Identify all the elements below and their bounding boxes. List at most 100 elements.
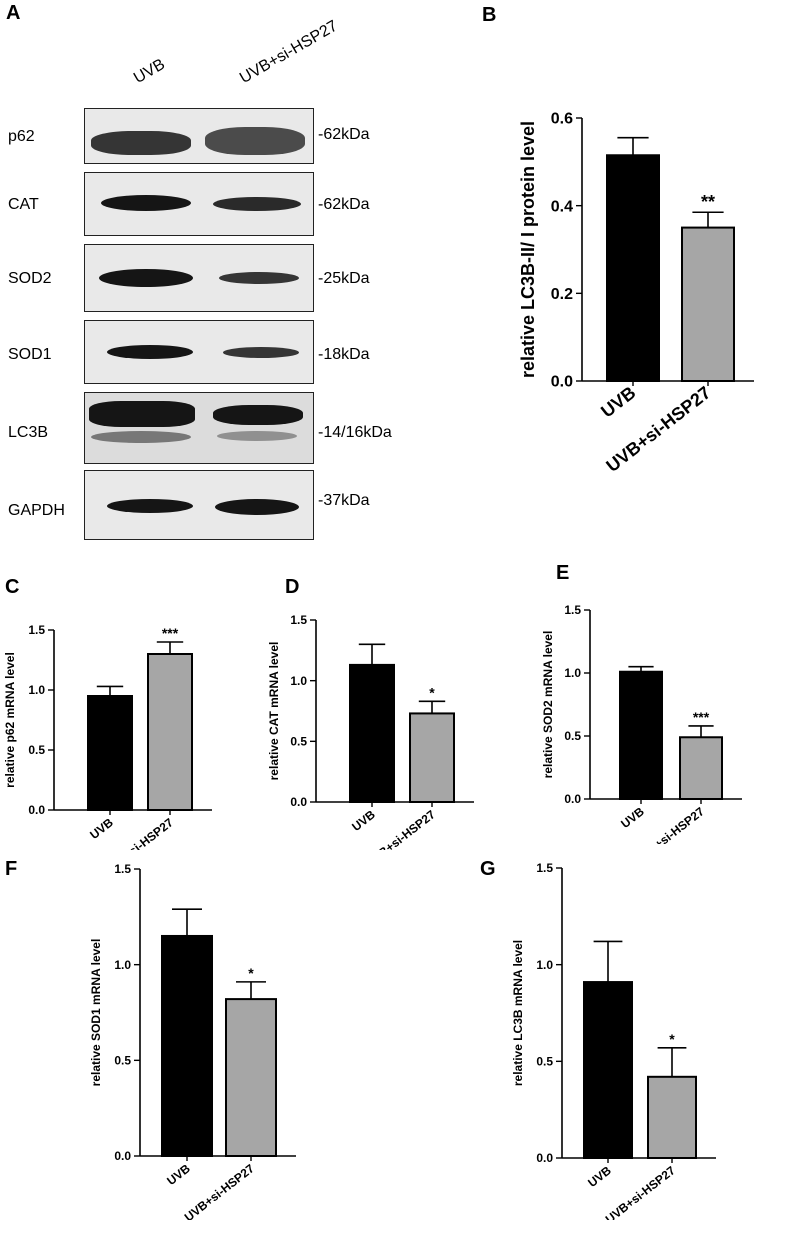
- blot-strip-gapdh: [84, 470, 314, 540]
- y-tick-label: 0.2: [551, 286, 573, 303]
- y-tick-label: 0.0: [114, 1149, 131, 1163]
- panel-label-b: B: [482, 4, 497, 26]
- y-tick-label: 0.5: [564, 729, 581, 743]
- blot-strip-cat: [84, 172, 314, 236]
- blot-strip-lc3b: [84, 392, 314, 464]
- y-tick-label: 1.5: [28, 623, 45, 637]
- y-tick-label: 0.5: [114, 1054, 131, 1068]
- y-tick-label: 0.6: [551, 111, 573, 128]
- bar-uvb-si-hsp27: [225, 998, 277, 1157]
- significance-label: *: [669, 1031, 675, 1047]
- band: [213, 405, 303, 425]
- x-tick-label: UVB: [597, 382, 639, 421]
- x-tick-label: UVB: [585, 1163, 614, 1190]
- y-tick-label: 0.5: [28, 743, 45, 757]
- y-tick-label: 0.0: [564, 792, 581, 806]
- wb-size-label: -37kDa: [318, 492, 370, 509]
- wb-lane-label-uvb: UVB: [131, 55, 168, 88]
- y-axis-label: relative SOD2 mRNA level: [541, 631, 555, 779]
- wb-protein-label: GAPDH: [8, 502, 65, 519]
- band: [107, 499, 193, 513]
- panel-label-c: C: [5, 576, 20, 598]
- blot-strip-sod2: [84, 244, 314, 312]
- y-tick-label: 1.5: [114, 862, 131, 876]
- panel-label-a: A: [6, 2, 21, 24]
- y-tick-label: 1.0: [564, 666, 581, 680]
- band: [91, 131, 191, 155]
- chart-b-protein-lc3b-ratio: 0.0 0.2 0.4 0.6 relative LC3B-II/ I protein …: [518, 111, 754, 476]
- x-tick-label: UVB: [349, 807, 378, 834]
- y-tick-label: 0.5: [290, 735, 307, 749]
- y-axis-label: relative p62 mRNA level: [3, 652, 17, 788]
- blot-strip-sod1: [84, 320, 314, 384]
- band: [99, 269, 193, 287]
- wb-protein-label: LC3B: [8, 424, 49, 441]
- panel-label-g: G: [480, 858, 496, 880]
- panel-label-e: E: [556, 562, 570, 584]
- y-tick-label: 0.0: [290, 795, 307, 809]
- bar-uvb-si-hsp27: [409, 712, 455, 803]
- band: [219, 272, 299, 284]
- wb-protein-label: p62: [8, 128, 35, 145]
- bar-uvb: [606, 154, 660, 382]
- wb-protein-label: SOD2: [8, 270, 52, 287]
- y-tick-label: 1.0: [290, 674, 307, 688]
- bar-uvb-si-hsp27: [647, 1075, 697, 1159]
- y-tick-label: 1.5: [290, 613, 307, 627]
- significance-label: ***: [693, 709, 710, 725]
- x-tick-label: UVB+si-HSP27: [603, 1163, 678, 1220]
- y-tick-label: 0.4: [551, 198, 573, 215]
- significance-label: *: [429, 684, 435, 700]
- band: [91, 431, 191, 443]
- y-tick-label: 0.0: [536, 1151, 553, 1165]
- band: [223, 347, 299, 358]
- bar-uvb-si-hsp27: [679, 736, 723, 800]
- x-tick-label: UVB: [164, 1161, 193, 1188]
- significance-label: *: [248, 965, 254, 981]
- wb-protein-label: SOD1: [8, 346, 52, 363]
- x-tick-label: UVB+si-HSP27: [182, 1161, 257, 1220]
- wb-size-label: -14/16kDa: [318, 424, 392, 441]
- band: [217, 431, 297, 441]
- wb-size-label: -62kDa: [318, 196, 370, 213]
- significance-label: ***: [162, 625, 179, 641]
- wb-size-label: -62kDa: [318, 126, 370, 143]
- y-tick-label: 1.0: [536, 958, 553, 972]
- bar-uvb: [619, 670, 663, 800]
- band: [215, 499, 299, 515]
- bar-uvb: [349, 663, 395, 804]
- y-tick-label: 1.0: [28, 683, 45, 697]
- y-axis-label: relative LC3B-II/ I protein level: [518, 121, 538, 378]
- y-tick-label: 0.0: [28, 803, 45, 817]
- bar-uvb-si-hsp27: [681, 226, 735, 382]
- band: [89, 401, 195, 427]
- y-tick-label: 1.5: [564, 603, 581, 617]
- y-tick-label: 1.5: [536, 861, 553, 875]
- wb-protein-label: CAT: [8, 196, 39, 213]
- panel-label-d: D: [285, 576, 300, 598]
- y-axis-label: relative LC3B mRNA level: [511, 940, 525, 1086]
- wb-size-label: -25kDa: [318, 270, 370, 287]
- y-tick-label: 1.0: [114, 958, 131, 972]
- y-tick-label: 0.5: [536, 1055, 553, 1069]
- band: [205, 127, 305, 155]
- blot-strip-p62: [84, 108, 314, 164]
- band: [101, 195, 191, 211]
- chart-g-lc3b-mrna: 0.0 0.5 1.0 1.5 relative LC3B mRNA level UVB *…: [511, 861, 716, 1220]
- panel-label-f: F: [5, 858, 18, 880]
- significance-label: **: [701, 192, 715, 212]
- y-axis-label: relative CAT mRNA level: [268, 642, 281, 781]
- bar-uvb-si-hsp27: [147, 653, 193, 811]
- bar-uvb: [161, 934, 213, 1157]
- band: [213, 197, 301, 211]
- wb-lane-label-si: UVB+si-HSP27: [237, 17, 341, 88]
- y-tick-label: 0.0: [551, 374, 573, 391]
- wb-size-label: -18kDa: [318, 346, 370, 363]
- chart-f-sod1-mrna: 0.0 0.5 1.0 1.5 relative SOD1 mRNA level UVB *…: [89, 862, 296, 1220]
- bar-uvb: [583, 981, 633, 1160]
- band: [107, 345, 193, 359]
- y-axis-label: relative SOD1 mRNA level: [89, 939, 103, 1087]
